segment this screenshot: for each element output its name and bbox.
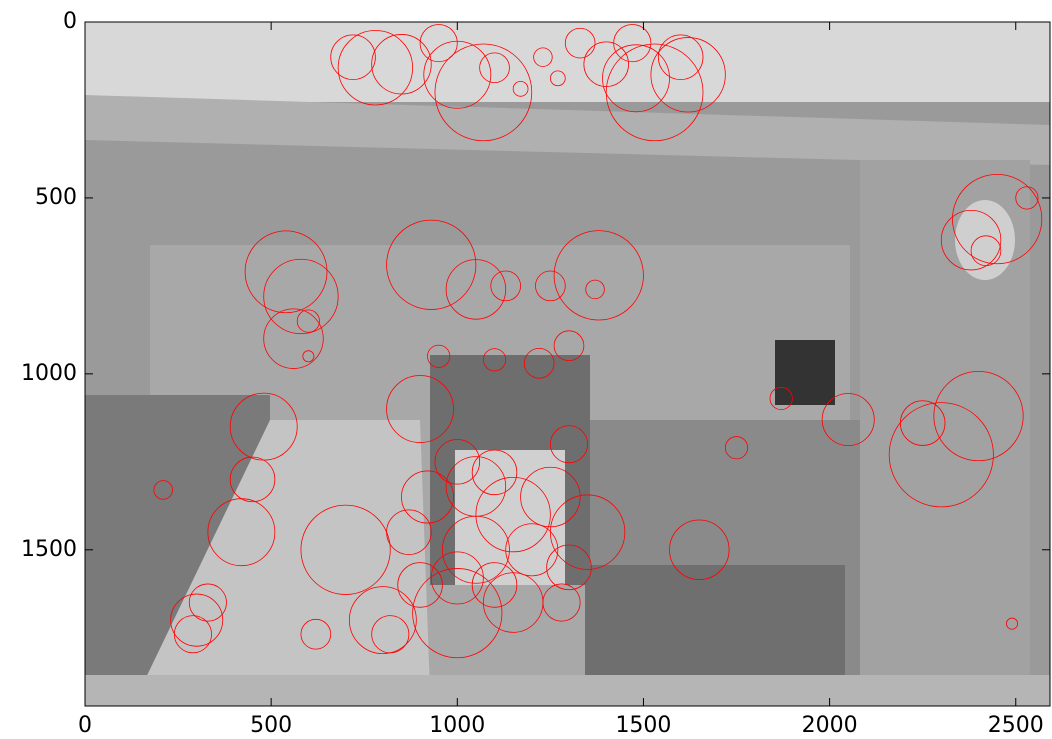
x-tick-label: 0 (78, 713, 92, 738)
x-tick-label: 1500 (615, 713, 671, 738)
photo (85, 22, 1050, 706)
x-tick-label: 500 (250, 713, 292, 738)
y-tick-label: 500 (35, 185, 77, 210)
y-tick-label: 1000 (21, 361, 77, 386)
x-tick-label: 1000 (429, 713, 485, 738)
y-tick-label: 1500 (21, 537, 77, 562)
chart: 0 500 1000 1500 2000 2500 0 500 1000 1500 (0, 0, 1052, 739)
x-tick-label: 2000 (802, 713, 858, 738)
x-tick-label: 2500 (988, 713, 1044, 738)
y-tick-label: 0 (63, 9, 77, 34)
